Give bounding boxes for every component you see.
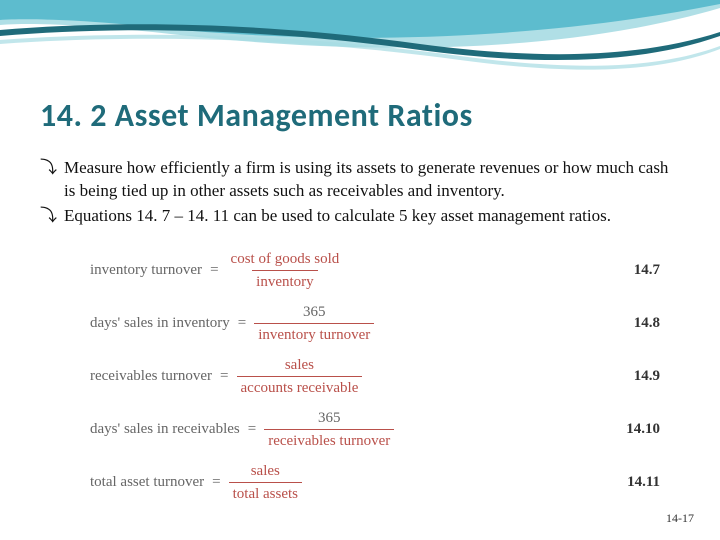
equals-sign: = <box>210 262 218 279</box>
bullet-item: ⤵ Measure how efficiently a firm is usin… <box>40 157 680 203</box>
equation-label: days' sales in receivables <box>90 421 240 438</box>
equation-fraction: 365 inventory turnover <box>254 303 374 344</box>
equation-row: inventory turnover = cost of goods sold … <box>90 250 660 291</box>
equation-row: receivables turnover = sales accounts re… <box>90 356 660 397</box>
fraction-denominator: inventory turnover <box>254 323 374 344</box>
decorative-swoosh <box>0 0 720 90</box>
bullet-list: ⤵ Measure how efficiently a firm is usin… <box>40 157 680 228</box>
equation-label: receivables turnover <box>90 368 212 385</box>
equation-fraction: sales accounts receivable <box>237 356 363 397</box>
page-number: 14-17 <box>666 511 694 526</box>
equation-fraction: 365 receivables turnover <box>264 409 394 450</box>
fraction-numerator: cost of goods sold <box>227 250 344 270</box>
fraction-denominator: inventory <box>252 270 318 291</box>
equals-sign: = <box>220 368 228 385</box>
fraction-numerator: 365 <box>314 409 345 429</box>
fraction-numerator: 365 <box>299 303 330 323</box>
bullet-glyph-icon: ⤵ <box>40 157 57 180</box>
equation-block: inventory turnover = cost of goods sold … <box>90 250 660 503</box>
equation-number: 14.7 <box>610 262 660 279</box>
equation-row: days' sales in inventory = 365 inventory… <box>90 303 660 344</box>
slide-content: 14. 2 Asset Management Ratios ⤵ Measure … <box>40 96 680 515</box>
fraction-numerator: sales <box>247 462 284 482</box>
equation-number: 14.10 <box>610 421 660 438</box>
slide-title: 14. 2 Asset Management Ratios <box>40 96 680 135</box>
equation-row: total asset turnover = sales total asset… <box>90 462 660 503</box>
fraction-numerator: sales <box>281 356 318 376</box>
bullet-text: Measure how efficiently a firm is using … <box>64 158 668 200</box>
bullet-text: Equations 14. 7 – 14. 11 can be used to … <box>64 206 611 225</box>
equals-sign: = <box>212 474 220 491</box>
equation-row: days' sales in receivables = 365 receiva… <box>90 409 660 450</box>
fraction-denominator: accounts receivable <box>237 376 363 397</box>
equation-number: 14.9 <box>610 368 660 385</box>
equation-label: total asset turnover <box>90 474 204 491</box>
fraction-denominator: total assets <box>229 482 302 503</box>
equation-label: inventory turnover <box>90 262 202 279</box>
fraction-denominator: receivables turnover <box>264 429 394 450</box>
equation-label: days' sales in inventory <box>90 315 230 332</box>
equation-fraction: cost of goods sold inventory <box>227 250 344 291</box>
equals-sign: = <box>248 421 256 438</box>
equation-fraction: sales total assets <box>229 462 302 503</box>
equals-sign: = <box>238 315 246 332</box>
bullet-glyph-icon: ⤵ <box>40 205 57 228</box>
bullet-item: ⤵ Equations 14. 7 – 14. 11 can be used t… <box>40 205 680 228</box>
equation-number: 14.11 <box>610 474 660 491</box>
equation-number: 14.8 <box>610 315 660 332</box>
